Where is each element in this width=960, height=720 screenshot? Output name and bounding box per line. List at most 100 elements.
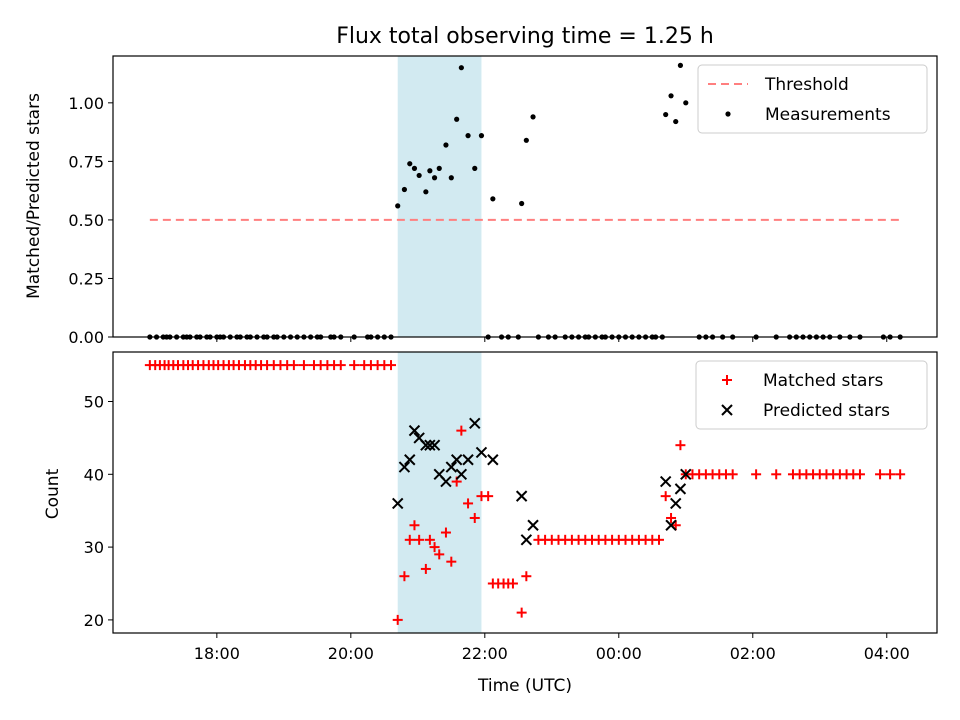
y-tick-label: 20 — [84, 611, 104, 630]
matched-star-point — [349, 360, 360, 371]
x-tick-label: 18:00 — [194, 644, 240, 663]
predicted-star-point — [670, 497, 682, 510]
legend-matched-label: Matched stars — [763, 371, 883, 391]
matched-star-point — [521, 571, 532, 582]
predicted-star-point — [680, 468, 692, 481]
legend-predicted-label: Predicted stars — [763, 401, 890, 421]
predicted-star-point — [424, 439, 436, 451]
legend-measurements-label: Measurements — [765, 105, 891, 125]
predicted-star-point — [408, 424, 421, 437]
x-tick-label: 00:00 — [596, 644, 642, 663]
matched-star-point — [386, 360, 397, 371]
top-panel: 0.00 0.25 0.50 0.75 1.00 Threshold Measurement… — [68, 55, 938, 347]
measurement-point — [401, 186, 408, 193]
matched-star-point — [727, 469, 738, 480]
matched-star-point — [414, 534, 425, 545]
measurement-point — [683, 100, 689, 106]
predicted-star-point — [469, 417, 481, 430]
predicted-star-point — [428, 439, 441, 451]
predicted-star-point — [515, 490, 528, 502]
measurement-point — [407, 161, 413, 167]
measurement-point — [427, 168, 433, 174]
predicted-star-point — [674, 483, 687, 495]
measurement-point — [472, 165, 478, 171]
predicted-star-point — [487, 454, 499, 466]
measurement-point — [443, 142, 449, 148]
matched-star-point — [507, 578, 518, 589]
measurement-point — [458, 65, 464, 71]
predicted-star-point — [398, 461, 411, 473]
predicted-star-point — [462, 454, 474, 466]
measurement-point — [395, 203, 401, 209]
measurement-point — [436, 165, 442, 171]
matched-star-point — [288, 360, 299, 371]
chart-title: Flux total observing time = 1.25 h — [336, 24, 714, 49]
measurement-point — [431, 175, 438, 181]
predicted-star-point — [420, 439, 432, 451]
measurement-point — [411, 165, 418, 171]
legend-threshold-label: Threshold — [764, 75, 849, 95]
matched-star-point — [483, 491, 494, 502]
plot-frame — [112, 351, 938, 634]
legend-predicted-swatch — [721, 404, 733, 416]
top-y-axis-label: Matched/Predicted stars — [24, 93, 44, 299]
y-tick-label: 0.25 — [68, 269, 104, 288]
matched-star-point — [653, 534, 664, 545]
matched-star-point — [420, 563, 431, 574]
bottom-panel: 18:00 20:00 22:00 00:00 02:00 04:00 20 30 40 50 Ma… — [84, 351, 938, 663]
measurement-point — [677, 62, 684, 68]
matched-star-point — [440, 527, 451, 538]
matched-star-point — [429, 542, 440, 553]
matched-star-point — [424, 534, 435, 545]
predicted-star-point — [392, 497, 404, 510]
predicted-star-point — [450, 454, 463, 466]
measurement-point — [490, 196, 496, 202]
measurement-point — [423, 189, 429, 195]
measurement-point — [673, 118, 679, 125]
legend-measurements-swatch — [725, 111, 731, 117]
predicted-star-point — [665, 519, 677, 531]
legend-matched-swatch — [722, 375, 732, 385]
bottom-series — [144, 360, 906, 625]
plot-frame — [112, 55, 938, 338]
matched-star-point — [875, 469, 886, 480]
predicted-star-point — [659, 475, 672, 488]
bottom-y-axis-label: Count — [43, 468, 63, 519]
matched-star-point — [516, 607, 527, 618]
bottom-legend: Matched stars Predicted stars — [695, 360, 928, 430]
matched-star-point — [854, 469, 865, 480]
matched-star-point — [456, 425, 467, 436]
y-tick-label: 0.50 — [68, 211, 104, 230]
predicted-star-point — [440, 475, 452, 488]
measurement-point — [663, 111, 669, 118]
predicted-star-point — [527, 519, 539, 531]
x-tick-label: 22:00 — [462, 644, 508, 663]
x-tick-label: 20:00 — [328, 644, 374, 663]
matched-star-point — [399, 571, 410, 582]
measurement-point — [523, 137, 529, 143]
shaded-interval — [397, 56, 482, 337]
matched-star-point — [771, 469, 782, 480]
matched-star-point — [751, 469, 762, 480]
measurement-point — [668, 93, 674, 99]
matched-star-point — [666, 512, 677, 523]
matched-star-point — [409, 520, 420, 531]
matched-star-point — [895, 469, 906, 480]
measurement-point — [416, 172, 422, 179]
matched-star-point — [446, 556, 457, 567]
matched-star-point — [404, 534, 415, 545]
measurement-point — [478, 133, 485, 139]
matched-star-point — [298, 360, 309, 371]
measurement-point — [519, 200, 525, 207]
top-legend: Threshold Measurements — [697, 64, 928, 134]
matched-star-point — [392, 614, 403, 625]
y-tick-label: 40 — [84, 465, 104, 484]
y-tick-label: 50 — [84, 393, 104, 412]
shaded-interval — [397, 352, 482, 633]
predicted-star-point — [475, 446, 488, 459]
y-tick-label: 0.00 — [68, 328, 104, 347]
predicted-star-point — [445, 461, 458, 473]
matched-star-point — [675, 440, 686, 451]
matched-star-point — [660, 491, 671, 502]
